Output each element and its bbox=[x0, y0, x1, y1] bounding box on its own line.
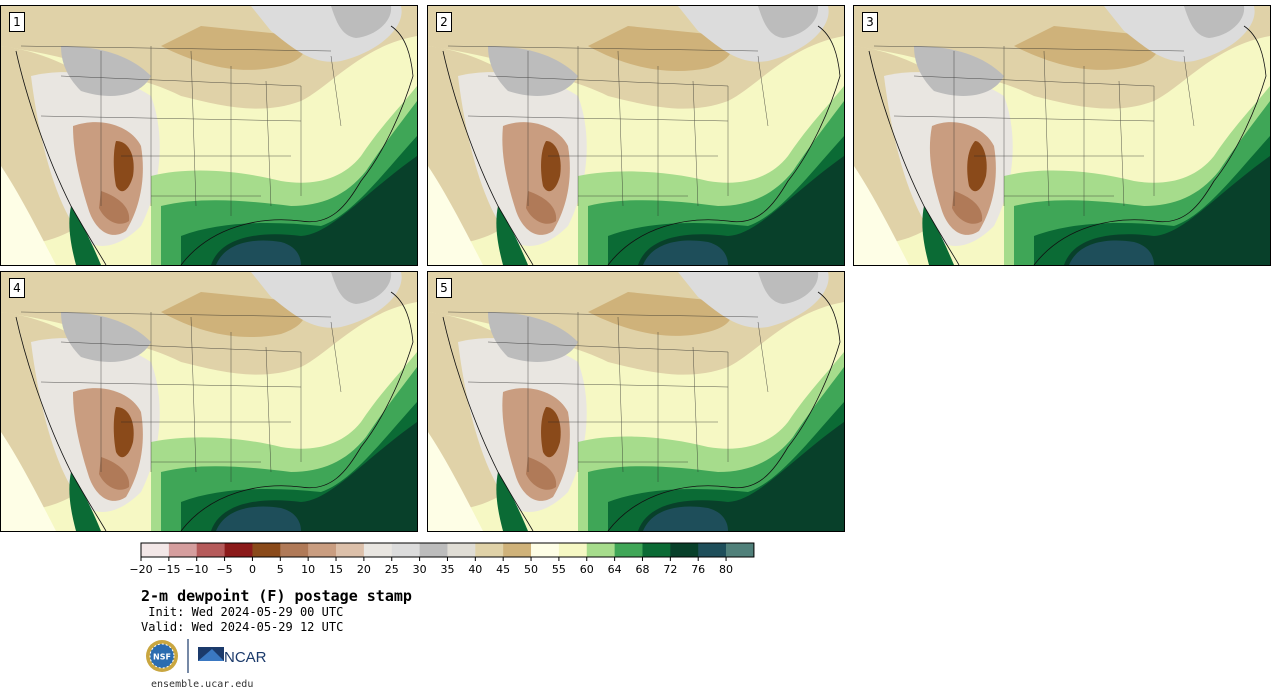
colorbar-swatch bbox=[726, 543, 755, 557]
svg-text:NCAR: NCAR bbox=[224, 649, 267, 666]
colorbar-swatch bbox=[391, 543, 420, 557]
colorbar-swatch bbox=[196, 543, 225, 557]
colorbar-tick-label: 40 bbox=[468, 563, 483, 576]
colorbar-tick-label: −10 bbox=[185, 563, 209, 576]
panel-label-2: 2 bbox=[436, 12, 452, 32]
nsf-seal-icon: NSF bbox=[146, 640, 178, 672]
colorbar-tick-label: −5 bbox=[216, 563, 233, 576]
dewpoint-map-3 bbox=[854, 6, 1270, 265]
svg-text:NSF: NSF bbox=[153, 653, 171, 662]
colorbar-tick-label: 60 bbox=[579, 563, 594, 576]
colorbar-tick-label: 0 bbox=[248, 563, 256, 576]
map-panel-5: 5 bbox=[427, 271, 845, 532]
colorbar-swatch bbox=[670, 543, 699, 557]
colorbar-tick-label: −15 bbox=[157, 563, 181, 576]
colorbar-tick-label: 45 bbox=[496, 563, 511, 576]
map-panel-1: 1 bbox=[0, 5, 418, 266]
colorbar-swatch bbox=[475, 543, 504, 557]
colorbar-swatch bbox=[168, 543, 198, 557]
valid-time: Valid: Wed 2024-05-29 12 UTC bbox=[141, 620, 344, 634]
colorbar-swatch bbox=[447, 543, 476, 557]
colorbar-swatch bbox=[224, 543, 253, 557]
colorbar-swatch bbox=[308, 543, 337, 557]
colorbar-swatch bbox=[698, 543, 727, 557]
ncar-logo-icon: NCAR bbox=[198, 647, 267, 666]
website-url: ensemble.ucar.edu bbox=[151, 679, 254, 690]
colorbar-tick-label: 80 bbox=[719, 563, 734, 576]
panel-label-4: 4 bbox=[9, 278, 25, 298]
dewpoint-map-4 bbox=[1, 272, 417, 531]
dewpoint-map-5 bbox=[428, 272, 844, 531]
colorbar-swatch bbox=[558, 543, 588, 557]
map-panel-3: 3 bbox=[853, 5, 1271, 266]
colorbar-tick-label: 15 bbox=[329, 563, 344, 576]
map-panel-4: 4 bbox=[0, 271, 418, 532]
colorbar bbox=[140, 542, 755, 561]
colorbar-swatch bbox=[419, 543, 448, 557]
colorbar-swatch bbox=[336, 543, 365, 557]
colorbar-swatch bbox=[141, 543, 170, 557]
colorbar-swatch bbox=[252, 543, 281, 557]
colorbar-tick-label: 72 bbox=[663, 563, 678, 576]
init-time: Init: Wed 2024-05-29 00 UTC bbox=[141, 605, 344, 619]
colorbar-tick-label: 76 bbox=[691, 563, 706, 576]
colorbar-tick-label: 25 bbox=[384, 563, 399, 576]
chart-title: 2-m dewpoint (F) postage stamp bbox=[141, 587, 412, 605]
colorbar-swatch bbox=[363, 543, 393, 557]
panel-label-1: 1 bbox=[9, 12, 25, 32]
colorbar-tick-label: 64 bbox=[607, 563, 622, 576]
colorbar-tick-label: 55 bbox=[551, 563, 566, 576]
colorbar-tick-label: 68 bbox=[635, 563, 650, 576]
colorbar-swatch bbox=[531, 543, 560, 557]
dewpoint-map-2 bbox=[428, 6, 844, 265]
colorbar-tick-label: 50 bbox=[524, 563, 539, 576]
dewpoint-map-1 bbox=[1, 6, 417, 265]
panel-label-5: 5 bbox=[436, 278, 452, 298]
colorbar-tick-label: 5 bbox=[276, 563, 284, 576]
nsf-ncar-logo: NSF NCAR bbox=[146, 639, 267, 673]
colorbar-swatch bbox=[642, 543, 671, 557]
colorbar-tick-label: −20 bbox=[129, 563, 153, 576]
colorbar-swatch bbox=[280, 543, 309, 557]
colorbar-swatch bbox=[586, 543, 615, 557]
map-panel-2: 2 bbox=[427, 5, 845, 266]
colorbar-tick-label: 10 bbox=[301, 563, 316, 576]
panel-label-3: 3 bbox=[862, 12, 878, 32]
colorbar-tick-label: 20 bbox=[356, 563, 371, 576]
colorbar-tick-label: 30 bbox=[412, 563, 427, 576]
colorbar-swatch bbox=[503, 543, 532, 557]
colorbar-swatch bbox=[614, 543, 643, 557]
colorbar-tick-label: 35 bbox=[440, 563, 455, 576]
